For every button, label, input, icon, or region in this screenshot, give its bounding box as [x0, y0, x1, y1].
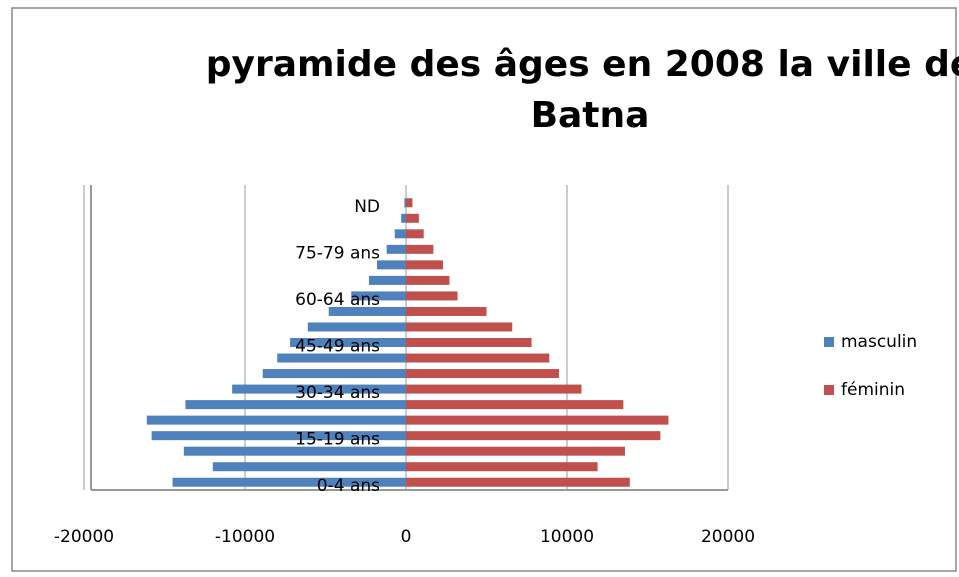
x-tick-label: 0 — [401, 527, 412, 547]
y-tick-label: 30-34 ans — [295, 383, 380, 403]
y-tick-label: 0-4 ans — [317, 476, 380, 496]
bar — [404, 198, 406, 208]
bar — [277, 353, 406, 363]
bar — [406, 291, 458, 301]
bar — [377, 260, 406, 270]
bar — [146, 415, 407, 425]
bar — [406, 338, 532, 347]
bar — [307, 322, 406, 332]
bar — [406, 244, 434, 254]
bar — [406, 213, 419, 223]
bar — [290, 338, 406, 347]
bar — [406, 462, 598, 472]
y-tick-label: 45-49 ans — [295, 337, 380, 357]
bar — [406, 446, 625, 456]
chart-title: pyramide des âges en 2008 la ville de Bat… — [206, 44, 959, 136]
bar — [406, 306, 487, 316]
y-tick-label: 60-64 ans — [295, 290, 380, 310]
bar — [401, 213, 406, 223]
bar — [172, 477, 406, 487]
bar — [406, 260, 444, 270]
bar — [328, 306, 406, 316]
bar — [183, 446, 406, 456]
bar — [406, 400, 624, 410]
legend-swatch — [824, 385, 834, 395]
bar — [185, 400, 406, 410]
bar — [351, 291, 406, 301]
x-tick-label: 10000 — [540, 527, 594, 547]
y-tick-label: 15-19 ans — [295, 430, 380, 450]
bar — [386, 244, 406, 254]
bar — [406, 477, 630, 487]
bar — [406, 431, 661, 441]
y-tick-label: ND — [354, 197, 380, 217]
chart-border — [11, 7, 957, 572]
bar — [151, 431, 406, 441]
bar — [406, 229, 424, 239]
bar — [368, 275, 406, 285]
x-tick-label: 20000 — [701, 527, 755, 547]
bar — [406, 198, 413, 208]
bar — [406, 275, 450, 285]
bar — [406, 369, 559, 379]
bar — [394, 229, 406, 239]
bar — [406, 384, 582, 394]
y-tick-label: 75-79 ans — [295, 243, 380, 263]
bar — [406, 322, 513, 332]
x-tick-label: -10000 — [215, 527, 275, 547]
legend-label: masculin — [841, 332, 917, 352]
bar — [262, 369, 406, 379]
bar — [406, 353, 550, 363]
legend-label: féminin — [841, 380, 905, 400]
bar — [406, 415, 669, 425]
bar — [232, 384, 406, 394]
x-tick-label: -20000 — [54, 527, 114, 547]
legend-swatch — [824, 337, 834, 347]
bar — [212, 462, 406, 472]
